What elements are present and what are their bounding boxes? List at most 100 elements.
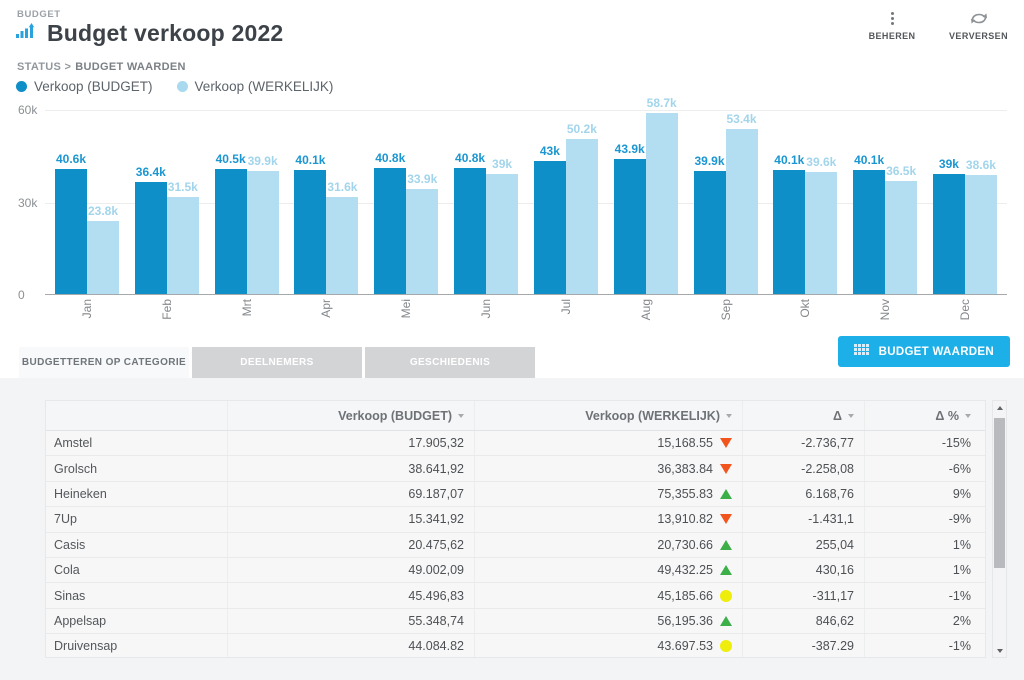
budget-bar[interactable] [134,182,167,294]
legend-item-label: Verkoop (BUDGET) [34,79,153,94]
scrollbar-up-button[interactable] [993,401,1006,414]
column-header-Verkoop (WERKELIJK)[interactable]: Verkoop (WERKELIJK) [474,401,742,430]
table-row[interactable]: Druivensap 44.084.82 43.697.53 -387.29 -1% [46,634,985,657]
tab-budgetteren-op-categorie[interactable]: BUDGETTEREN OP CATEGORIE [19,347,189,378]
x-axis-label: Feb [159,299,174,320]
werkelijk-bar[interactable] [326,197,359,294]
column-header-Δ %[interactable]: Δ % [864,401,985,430]
table-row[interactable]: Grolsch 38.641,92 36,383.84 -2.258,08 -6% [46,456,985,482]
budget-bar[interactable] [853,170,886,294]
x-axis-label: Jun [479,299,494,319]
werkelijk-bar[interactable] [725,129,758,294]
sort-caret-icon [848,413,854,418]
x-axis-label: Nov [878,299,893,321]
table-row[interactable]: 7Up 15.341,92 13,910.82 -1.431,1 -9% [46,507,985,533]
trend-down-icon [720,463,732,474]
werkelijk-bar[interactable] [805,172,838,294]
budget-bar[interactable] [294,170,327,294]
bar-column: 53.4k [725,112,758,294]
x-axis-label: Jan [80,299,94,319]
legend-item[interactable]: Verkoop (BUDGET) [16,79,153,94]
scrollbar-thumb[interactable] [994,418,1005,568]
budget-bar[interactable] [374,168,407,294]
werkelijk-bar[interactable] [486,174,519,294]
budget-bar[interactable] [932,174,965,294]
cell-delta-pct: 1% [864,557,985,583]
bar-value-label: 36.4k [135,165,166,179]
cell-budget: 15.341,92 [227,507,474,532]
budget-bar[interactable] [693,171,726,294]
werkelijk-bar[interactable] [645,113,678,294]
bar-value-label: 43.9k [614,142,645,156]
bar-column: 40.1k [773,153,806,294]
x-axis-label: Aug [638,299,653,321]
column-header-Verkoop (BUDGET)[interactable]: Verkoop (BUDGET) [227,401,474,430]
cell-werkelijk-value: 43.697.53 [657,639,713,654]
cell-delta: -387.29 [742,634,864,657]
x-axis-tick: Mei [374,299,438,345]
column-header-label: Verkoop (BUDGET) [338,408,452,423]
table-scrollbar[interactable] [992,400,1007,658]
bar-value-label: 39k [938,157,959,171]
cell-category: Sinas [54,588,86,603]
werkelijk-bar[interactable] [246,171,279,294]
table-row[interactable]: Appelsap 55.348,74 56,195.36 846,62 2% [46,608,985,635]
column-header-Δ[interactable]: Δ [742,401,864,430]
bar-column: 39k [486,157,519,294]
bar-group: 40.1k 39.6k [773,153,838,294]
legend-item[interactable]: Verkoop (WERKELIJK) [176,79,333,94]
cell-budget: 44.084.82 [227,634,474,657]
column-header-name[interactable] [46,401,227,430]
cell-werkelijk: 49,432.25 [474,557,742,583]
table-row[interactable]: Sinas 45.496,83 45,185.66 -311,17 -1% [46,583,985,609]
table-row[interactable]: Cola 49.002,09 49,432.25 430,16 1% [46,557,985,584]
trend-up-icon [720,539,732,550]
werkelijk-bar[interactable] [87,221,119,294]
budget-bar[interactable] [533,161,566,294]
werkelijk-bar[interactable] [406,189,439,294]
werkelijk-bar[interactable] [885,181,918,294]
cell-category: Heineken [54,486,107,501]
bar-value-label: 58.7k [646,96,677,110]
verversen-label: VERVERSEN [949,31,1008,41]
cell-werkelijk-value: 20,730.66 [657,537,713,552]
bar-column: 39.9k [246,154,279,294]
triangle-up-icon [996,405,1003,410]
bar-column: 31.6k [326,180,359,294]
budget-bar[interactable] [454,168,487,294]
werkelijk-bar[interactable] [166,197,199,294]
bar-column: 40.8k [454,151,487,294]
bar-column: 38.6k [964,158,997,294]
budget-bar[interactable] [613,159,646,294]
bar-value-label: 33.9k [407,172,438,186]
x-axis-tick: Apr [294,299,358,345]
scrollbar-down-button[interactable] [993,644,1006,657]
cell-werkelijk-value: 36,383.84 [657,461,713,476]
trend-up-icon [720,615,732,626]
verversen-button[interactable]: VERVERSEN [949,10,1008,41]
x-axis-label: Mrt [239,299,254,317]
table-row[interactable]: Casis 20.475,62 20,730.66 255,04 1% [46,532,985,558]
table-row[interactable]: Heineken 69.187,07 75,355.83 6.168,76 9% [46,481,985,508]
tab-geschiedenis[interactable]: GESCHIEDENIS [365,347,535,378]
beheren-button[interactable]: BEHEREN [865,10,919,41]
bar-column: 31.5k [166,180,199,294]
x-axis-tick: Jan [55,299,119,345]
table-row[interactable]: Amstel 17.905,32 15,168.55 -2.736,77 -15% [46,431,985,457]
cell-werkelijk-value: 45,185.66 [657,588,713,603]
budget-bar[interactable] [55,169,87,294]
budget-bar[interactable] [214,169,247,294]
bar-group: 40.6k 23.8k [55,152,119,294]
tab-deelnemers[interactable]: DEELNEMERS [192,347,362,378]
budget-bar[interactable] [773,170,806,294]
werkelijk-bar[interactable] [565,139,598,294]
werkelijk-bar[interactable] [964,175,997,294]
bar-group: 43k 50.2k [533,122,598,294]
bar-column: 39.9k [693,154,726,294]
cell-category: Druivensap [54,639,118,654]
cell-delta: -311,17 [742,583,864,608]
x-axis-label: Sep [718,299,733,321]
cell-werkelijk-value: 75,355.83 [657,486,713,501]
budget-waarden-button[interactable]: BUDGET WAARDEN [837,336,1010,367]
bar-group: 40.8k 33.9k [374,151,439,294]
